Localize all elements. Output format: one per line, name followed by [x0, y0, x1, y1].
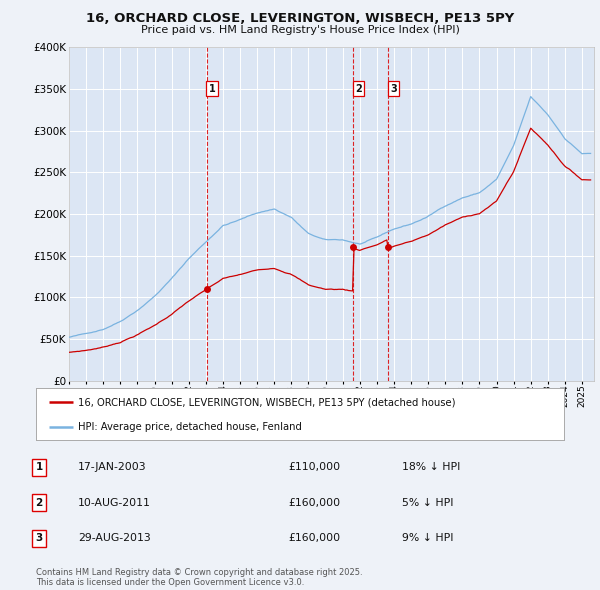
- Text: 1: 1: [35, 463, 43, 473]
- Text: £160,000: £160,000: [288, 533, 340, 543]
- Text: 2: 2: [35, 498, 43, 508]
- Text: This data is licensed under the Open Government Licence v3.0.: This data is licensed under the Open Gov…: [36, 578, 304, 587]
- Text: 16, ORCHARD CLOSE, LEVERINGTON, WISBECH, PE13 5PY (detached house): 16, ORCHARD CLOSE, LEVERINGTON, WISBECH,…: [78, 397, 456, 407]
- Text: HPI: Average price, detached house, Fenland: HPI: Average price, detached house, Fenl…: [78, 422, 302, 431]
- Text: 17-JAN-2003: 17-JAN-2003: [78, 463, 146, 473]
- Text: Price paid vs. HM Land Registry's House Price Index (HPI): Price paid vs. HM Land Registry's House …: [140, 25, 460, 35]
- Text: 1: 1: [209, 84, 215, 94]
- Text: 2: 2: [355, 84, 362, 94]
- Text: 16, ORCHARD CLOSE, LEVERINGTON, WISBECH, PE13 5PY: 16, ORCHARD CLOSE, LEVERINGTON, WISBECH,…: [86, 12, 514, 25]
- Text: 29-AUG-2013: 29-AUG-2013: [78, 533, 151, 543]
- Text: 9% ↓ HPI: 9% ↓ HPI: [402, 533, 454, 543]
- Text: 18% ↓ HPI: 18% ↓ HPI: [402, 463, 460, 473]
- Text: 3: 3: [390, 84, 397, 94]
- Text: 10-AUG-2011: 10-AUG-2011: [78, 498, 151, 508]
- Text: 3: 3: [35, 533, 43, 543]
- Text: £160,000: £160,000: [288, 498, 340, 508]
- Text: 5% ↓ HPI: 5% ↓ HPI: [402, 498, 454, 508]
- Text: Contains HM Land Registry data © Crown copyright and database right 2025.: Contains HM Land Registry data © Crown c…: [36, 568, 362, 576]
- Text: £110,000: £110,000: [288, 463, 340, 473]
